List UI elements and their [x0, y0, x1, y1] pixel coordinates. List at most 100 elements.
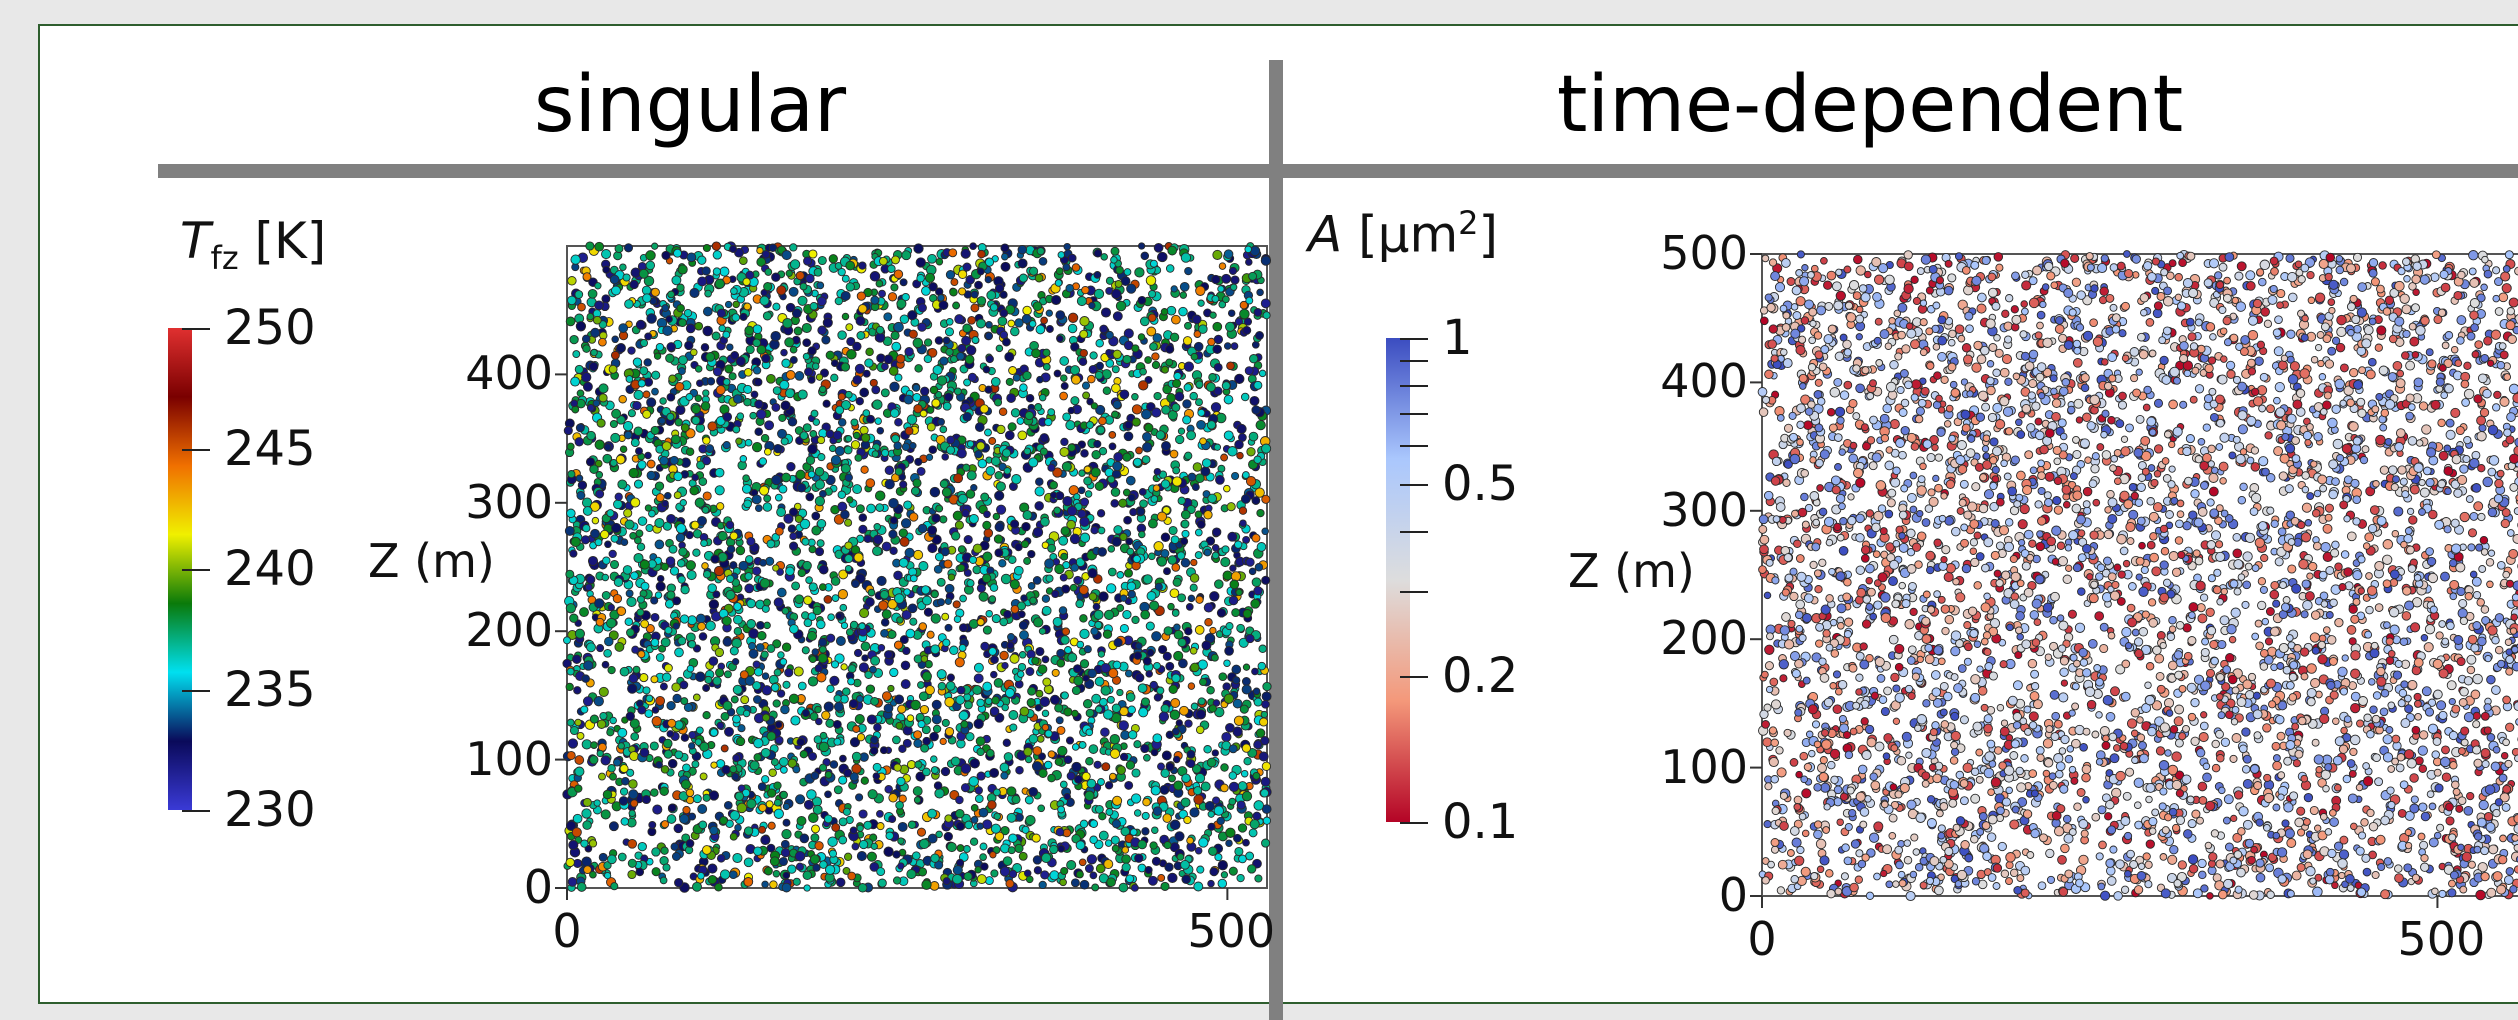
scatter-point [1085, 708, 1095, 718]
scatter-point [856, 851, 867, 862]
scatter-point [1127, 590, 1136, 599]
scatter-point [744, 325, 755, 336]
scatter-point [984, 276, 992, 284]
scatter-point [887, 264, 896, 274]
scatter-point [594, 538, 603, 547]
scatter-point [872, 762, 882, 772]
scatter-point [828, 254, 838, 264]
scatter-point [1191, 314, 1202, 325]
scatter-point [983, 528, 994, 538]
scatter-point [880, 618, 890, 627]
scatter-point [927, 543, 938, 554]
scatter-point [817, 436, 826, 445]
scatter-point [601, 573, 610, 582]
scatter-point [1071, 263, 1081, 272]
scatter-point [1079, 879, 1090, 890]
scatter-point [1181, 529, 1190, 538]
scatter-point [905, 628, 916, 639]
scatter-point [1131, 417, 1141, 427]
scatter-point [830, 576, 841, 586]
scatter-point [858, 622, 866, 630]
scatter-point [577, 480, 588, 490]
scatter-point [1230, 275, 1240, 285]
scatter-point [1004, 430, 1015, 441]
scatter-point [1136, 507, 1146, 516]
scatter-point [633, 479, 644, 489]
scatter-point [872, 546, 883, 557]
scatter-point [1113, 525, 1123, 535]
scatter-point [1222, 682, 1231, 691]
scatter-point [678, 355, 688, 365]
scatter-point [1055, 716, 1064, 725]
scatter-point [814, 705, 822, 714]
scatter-point [1169, 709, 1181, 721]
scatter-point [835, 636, 846, 646]
scatter-point [753, 667, 764, 677]
scatter-point [601, 294, 611, 304]
scatter-point [875, 503, 885, 512]
scatter-point [1248, 828, 1258, 838]
scatter-point [1060, 635, 1070, 645]
scatter-point [938, 300, 949, 311]
scatter-point [1206, 757, 1217, 768]
scatter-point [572, 654, 582, 664]
scatter-point [1126, 547, 1135, 556]
scatter-point [1126, 581, 1137, 592]
scatter-point [566, 718, 575, 727]
scatter-point [1100, 685, 1111, 696]
scatter-point [611, 522, 622, 534]
scatter-point [763, 621, 771, 630]
scatter-point [1223, 249, 1234, 259]
scatter-point [644, 709, 654, 718]
scatter-point [1111, 703, 1122, 713]
scatter-point [1144, 423, 1154, 433]
scatter-point [1060, 552, 1069, 561]
scatter-point [844, 541, 853, 550]
scatter-point [694, 394, 703, 402]
scatter-point [676, 283, 685, 292]
scatter-point [849, 772, 859, 782]
scatter-point [589, 755, 599, 765]
scatter-point [794, 594, 805, 605]
scatter-point [1161, 441, 1171, 451]
scatter-point [1011, 794, 1021, 805]
scatter-point [1211, 749, 1219, 757]
scatter-point [944, 814, 953, 823]
scatter-point [596, 418, 606, 428]
scatter-point [909, 617, 918, 626]
scatter-point [611, 408, 622, 419]
scatter-point [936, 375, 948, 386]
scatter-point [1097, 778, 1105, 786]
scatter-point [1166, 393, 1176, 403]
scatter-point [1022, 510, 1033, 521]
scatter-point [712, 250, 722, 260]
scatter-point [663, 663, 673, 673]
scatter-point [1158, 644, 1168, 655]
scatter-point [596, 719, 607, 729]
scatter-point [1051, 668, 1060, 677]
scatter-point [959, 623, 968, 633]
scatter-point [756, 246, 764, 255]
scatter-point [870, 735, 879, 745]
scatter-point [990, 869, 999, 878]
scatter-point [778, 484, 788, 494]
scatter-point [689, 485, 699, 496]
scatter-point [933, 781, 943, 790]
scatter-point [1010, 408, 1021, 418]
scatter-point [1110, 246, 1120, 256]
scatter-point [891, 341, 902, 352]
scatter-point [625, 375, 634, 383]
scatter-point [1157, 873, 1166, 882]
scatter-point [1223, 394, 1234, 405]
scatter-point [1150, 495, 1159, 503]
scatter-point [982, 625, 992, 635]
scatter-point [1123, 431, 1134, 442]
scatter-point [1168, 684, 1178, 694]
scatter-point [1060, 691, 1069, 700]
scatter-point [1013, 565, 1024, 576]
scatter-point [1190, 662, 1200, 673]
scatter-point [1135, 446, 1143, 455]
scatter-point [852, 375, 863, 385]
scatter-point [583, 660, 594, 671]
scatter-point [1230, 571, 1242, 582]
